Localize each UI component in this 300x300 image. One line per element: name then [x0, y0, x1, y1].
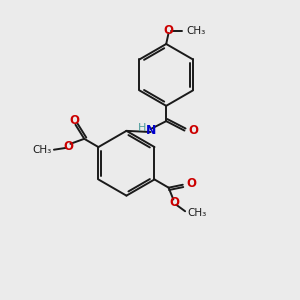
Text: O: O — [169, 196, 179, 209]
Text: O: O — [164, 24, 174, 37]
Text: CH₃: CH₃ — [32, 145, 52, 155]
Text: O: O — [64, 140, 74, 153]
Text: O: O — [187, 177, 196, 190]
Text: CH₃: CH₃ — [186, 26, 205, 36]
Text: O: O — [188, 124, 198, 137]
Text: O: O — [70, 114, 80, 127]
Text: H: H — [138, 123, 146, 133]
Text: N: N — [146, 124, 156, 137]
Text: CH₃: CH₃ — [188, 208, 207, 218]
